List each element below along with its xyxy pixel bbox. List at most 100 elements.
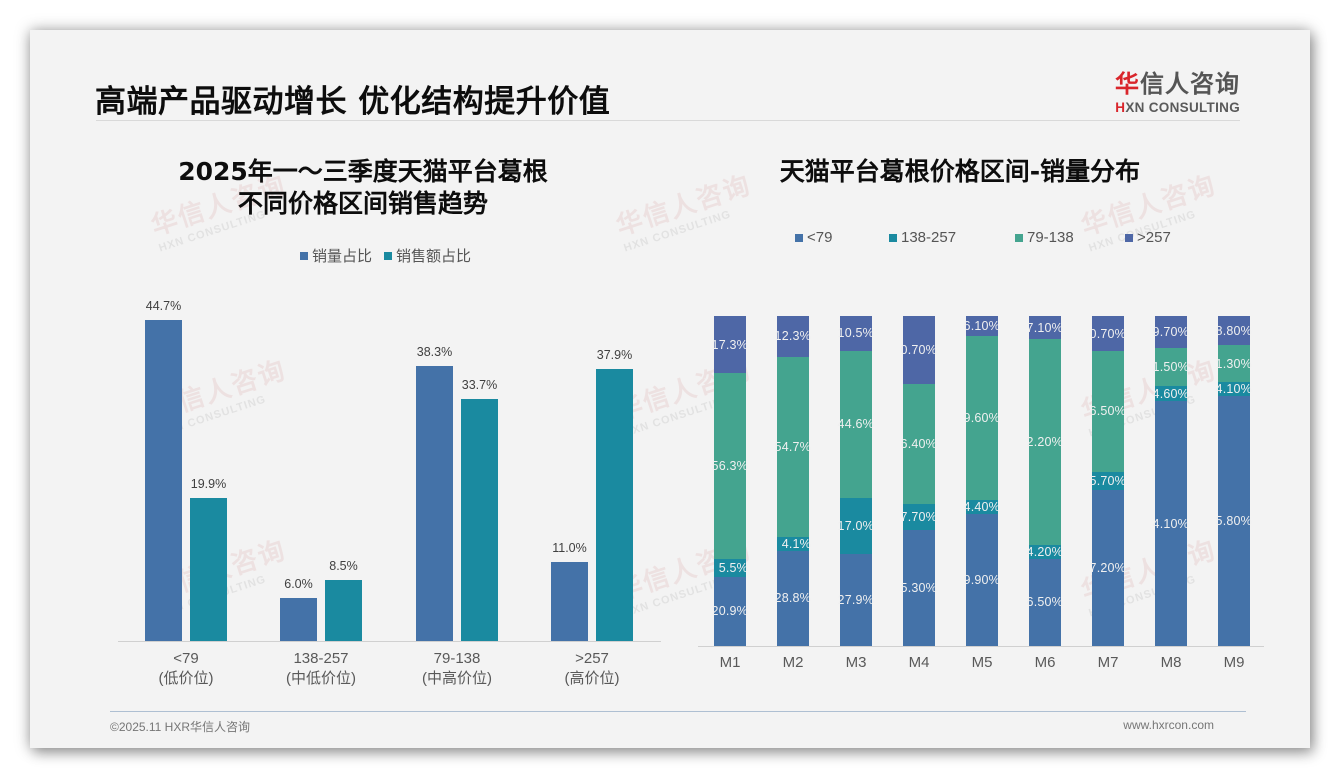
x-axis-category-label: M9 xyxy=(1223,654,1245,671)
legend-swatch xyxy=(889,233,897,242)
bar-segment: 44.6% xyxy=(837,350,874,498)
stacked-bar: 10.5% 44.6% 17.0% 27.9% xyxy=(837,316,874,646)
bar-value-label: 37.9% xyxy=(596,347,633,362)
legend-item: 销量占比 xyxy=(300,245,372,266)
footer-copyright: ©2025.11 HXR华信人咨询 xyxy=(110,720,250,734)
segment-value-label: 10.5% xyxy=(837,326,874,341)
legend-item: <79 xyxy=(795,229,889,246)
bar-segment: 4.10% xyxy=(1152,401,1189,646)
segment-value-label: 5.5% xyxy=(718,560,748,575)
bar-segment: 9.60% xyxy=(963,336,1000,500)
segment-value-label: 5.80% xyxy=(1215,513,1252,528)
slide: 华信人咨询 HXN CONSULTING 华信人咨询 HXN CONSULTING … xyxy=(30,30,1310,748)
bar-segment: 7.10% xyxy=(1027,316,1063,340)
right-chart-legend: <79 138-257 79-138 >257 xyxy=(795,229,1171,246)
segment-value-label: 7.20% xyxy=(1089,561,1126,576)
bar-segment: 10.5% xyxy=(837,316,874,351)
bar-segment: 28.8% xyxy=(774,550,811,646)
page-title: 高端产品驱动增长 优化结构提升价值 xyxy=(95,84,611,120)
stacked-bar: 0.70% 6.40% 7.70% 5.30% xyxy=(900,316,937,646)
bar-segment: 4.20% xyxy=(1027,545,1063,559)
stacked-bar: 17.3% 56.3% 5.5% 20.9% xyxy=(711,316,748,646)
legend-item: 138-257 xyxy=(889,229,1015,246)
x-axis-category-label: M4 xyxy=(908,654,930,671)
bar xyxy=(551,562,588,641)
bar xyxy=(280,597,317,641)
bar-segment: 12.3% xyxy=(775,316,811,357)
bar-segment: 56.3% xyxy=(712,373,748,559)
bar-segment: 9.70% xyxy=(1152,316,1189,349)
left-chart-legend: 销量占比 销售额占比 xyxy=(300,245,471,266)
stacked-bar: 9.70% 1.50% 4.60% 4.10% xyxy=(1152,316,1189,646)
segment-value-label: 6.50% xyxy=(1026,595,1063,610)
segment-value-label: 17.0% xyxy=(837,518,874,533)
bar-segment: 6.10% xyxy=(963,316,1000,337)
segment-value-label: 9.60% xyxy=(963,410,1000,425)
legend-swatch xyxy=(795,233,803,242)
stacked-bar: 12.3% 54.7% 4.1% 28.8% xyxy=(774,316,811,646)
segment-value-label: 4.10% xyxy=(1152,516,1189,531)
segment-value-label: 2.20% xyxy=(1026,435,1063,450)
bar-segment: 5.5% xyxy=(714,558,748,577)
segment-value-label: 44.6% xyxy=(837,417,874,432)
legend-swatch xyxy=(1015,233,1023,242)
footer-website: www.hxrcon.com xyxy=(1123,718,1214,732)
bar xyxy=(145,320,182,641)
footer-divider xyxy=(110,711,1246,712)
bar-segment: 2.20% xyxy=(1026,339,1063,545)
bar-segment: 6.50% xyxy=(1026,558,1063,646)
bar-value-label: 8.5% xyxy=(329,558,358,573)
bar-segment: 8.80% xyxy=(1215,316,1252,346)
legend-item: 销售额占比 xyxy=(384,245,471,266)
segment-value-label: 6.10% xyxy=(963,319,1000,334)
bar-segment: 0.70% xyxy=(901,316,937,385)
segment-value-label: 5.70% xyxy=(1089,473,1126,488)
segment-value-label: 1.50% xyxy=(1152,360,1189,375)
bar-segment: 4.60% xyxy=(1152,386,1189,402)
bar-segment: 6.50% xyxy=(1089,351,1126,472)
x-axis-category-label: 79-138 (中高价位) xyxy=(422,650,492,687)
x-axis-category-label: M2 xyxy=(782,654,804,671)
bar xyxy=(190,498,227,641)
left-chart-x-axis xyxy=(118,641,661,642)
x-axis-category-label: M3 xyxy=(845,654,867,671)
bar-segment: 9.90% xyxy=(964,514,1000,646)
bar-segment: 6.40% xyxy=(900,384,937,505)
segment-value-label: 4.40% xyxy=(963,500,1000,515)
bar-segment: 0.70% xyxy=(1089,316,1126,352)
bar-segment: 17.3% xyxy=(712,316,748,374)
bar-value-label: 33.7% xyxy=(461,378,498,393)
bar-segment: 4.10% xyxy=(1216,382,1252,396)
bar-segment: 7.20% xyxy=(1089,490,1126,646)
bar-value-label: 11.0% xyxy=(552,541,587,556)
x-axis-category-label: 138-257 (中低价位) xyxy=(286,650,356,687)
stacked-bar: 7.10% 2.20% 4.20% 6.50% xyxy=(1026,316,1063,646)
bar-value-label: 44.7% xyxy=(145,299,182,314)
bar-segment: 20.9% xyxy=(711,577,748,646)
segment-value-label: 6.50% xyxy=(1089,404,1126,419)
stacked-bar: 8.80% 1.30% 4.10% 5.80% xyxy=(1215,316,1252,646)
segment-value-label: 20.9% xyxy=(711,604,748,619)
right-chart-x-axis xyxy=(698,646,1264,647)
bar-segment: 7.70% xyxy=(900,504,937,530)
segment-value-label: 28.8% xyxy=(774,591,811,606)
segment-value-label: 9.70% xyxy=(1152,325,1189,340)
x-axis-category-label: <79 (低价位) xyxy=(158,650,214,687)
bar-segment: 17.0% xyxy=(837,497,874,554)
segment-value-label: 0.70% xyxy=(1089,326,1126,341)
segment-value-label: 6.40% xyxy=(900,437,937,452)
segment-value-label: 8.80% xyxy=(1215,323,1252,338)
bar-segment: 54.7% xyxy=(775,356,811,538)
legend-swatch xyxy=(300,251,308,260)
bar-segment: 4.1% xyxy=(777,537,811,551)
segment-value-label: 1.30% xyxy=(1215,356,1252,371)
logo: 华信人咨询 HXN CONSULTING xyxy=(1110,64,1240,115)
segment-value-label: 5.30% xyxy=(900,580,937,595)
x-axis-category-label: M1 xyxy=(719,654,741,671)
bar-value-label: 6.0% xyxy=(284,576,313,591)
segment-value-label: 7.70% xyxy=(900,509,937,524)
bar-segment: 1.30% xyxy=(1215,345,1252,383)
bar xyxy=(416,366,453,641)
segment-value-label: 4.60% xyxy=(1152,386,1189,401)
bar-segment: 5.80% xyxy=(1215,395,1252,646)
